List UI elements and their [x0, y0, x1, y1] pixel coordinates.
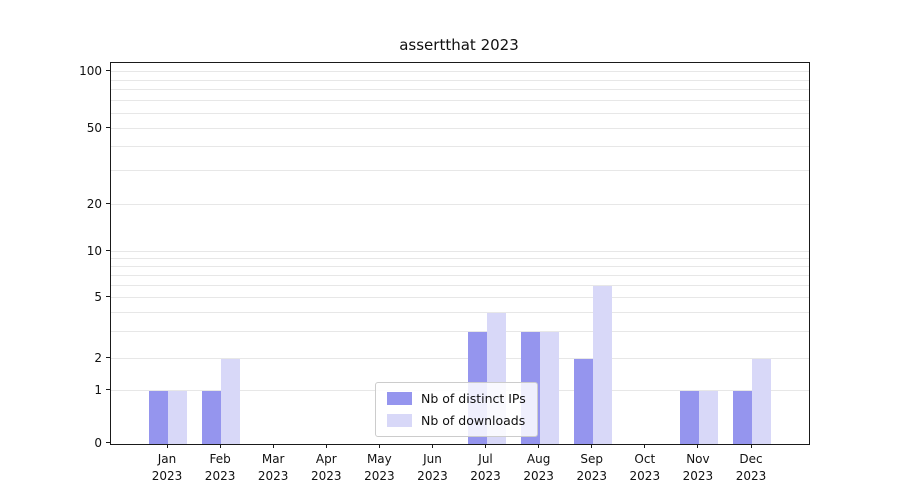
- bar-downloads-nov: [698, 391, 718, 444]
- x-axis-labels: Jan 2023 Feb 2023 Mar 2023 Apr 2023 May 2023 Jun 20…: [110, 451, 808, 491]
- legend-item-distinct-ips: Nb of distinct IPs: [387, 391, 526, 406]
- x-axis-tick-mark: [591, 444, 593, 448]
- x-axis-tick-label: Jan 2023: [151, 452, 183, 483]
- x-axis-tick-mark: [219, 444, 221, 448]
- x-axis-tick-mark: [431, 444, 433, 448]
- y-axis-tick-label: 10: [86, 243, 102, 258]
- x-axis-tick-label: Oct 2023: [629, 452, 661, 483]
- gridline: [111, 274, 809, 276]
- y-axis-labels: 0 1 2 5 10 20 50 100: [0, 62, 102, 450]
- legend-swatch-downloads: [387, 414, 412, 427]
- x-axis-tick-mark: [750, 444, 752, 448]
- gridline: [111, 331, 809, 333]
- bar-distinct-ips-sep: [573, 359, 593, 444]
- y-axis-tick-label: 5: [94, 290, 102, 305]
- x-axis-tick-mark: [166, 444, 168, 448]
- y-axis-tick-mark: [106, 126, 110, 128]
- y-axis-tick-mark: [106, 442, 110, 443]
- gridline: [111, 311, 809, 313]
- gridline: [111, 297, 809, 299]
- bar-distinct-ips-nov: [679, 391, 699, 444]
- bar-downloads-aug: [539, 332, 559, 444]
- y-axis-tick-label: 0: [94, 436, 102, 450]
- y-axis-tick-label: 2: [94, 351, 102, 366]
- gridline: [111, 284, 809, 286]
- y-axis-tick-label: 20: [86, 197, 102, 212]
- x-axis-tick-mark: [325, 444, 327, 448]
- gridline: [111, 79, 809, 81]
- gridline: [111, 71, 809, 73]
- bar-downloads-feb: [221, 359, 241, 444]
- x-axis-tick-mark: [644, 444, 646, 448]
- legend-swatch-distinct-ips: [387, 392, 412, 405]
- gridline: [111, 250, 809, 252]
- x-axis-tick-label: Nov 2023: [682, 452, 714, 483]
- y-axis-tick-mark: [106, 70, 110, 72]
- gridline: [111, 265, 809, 267]
- x-axis-tick-label: Jun 2023: [417, 452, 448, 483]
- bar-downloads-jan: [168, 391, 187, 444]
- gridline: [111, 127, 809, 129]
- gridline: [111, 204, 809, 206]
- legend-item-downloads: Nb of downloads: [387, 413, 526, 428]
- y-axis-tick-mark: [106, 389, 110, 391]
- x-axis-tick-label: Dec 2023: [735, 452, 767, 483]
- y-axis-tick-mark: [106, 249, 110, 251]
- gridline: [111, 146, 809, 148]
- legend: Nb of distinct IPs Nb of downloads: [375, 382, 538, 437]
- legend-label-downloads: Nb of downloads: [421, 413, 526, 428]
- y-axis-tick-label: 50: [86, 120, 102, 135]
- y-axis-tick-mark: [106, 357, 110, 359]
- x-axis-tick-mark: [485, 444, 487, 448]
- legend-label-distinct-ips: Nb of distinct IPs: [421, 391, 526, 406]
- gridline: [111, 257, 809, 259]
- x-axis-tick-label: Jul 2023: [470, 452, 501, 483]
- gridline: [111, 358, 809, 360]
- plot-area: Nb of distinct IPs Nb of downloads: [110, 62, 810, 445]
- chart-title: assertthat 2023: [399, 36, 519, 54]
- bar-downloads-sep: [592, 285, 612, 444]
- y-axis-tick-label: 1: [94, 383, 102, 398]
- gridline: [111, 100, 809, 102]
- y-axis-tick-label: 100: [79, 64, 102, 79]
- x-axis-tick-marks: [110, 444, 808, 448]
- bar-downloads-dec: [752, 359, 771, 444]
- y-axis-tick-mark: [106, 296, 110, 298]
- bar-distinct-ips-feb: [202, 391, 222, 444]
- gridline: [111, 170, 809, 172]
- gridline: [111, 112, 809, 114]
- x-axis-tick-label: Apr 2023: [310, 452, 342, 483]
- x-axis-tick-label: May 2023: [364, 452, 395, 483]
- x-axis-tick-mark: [538, 444, 540, 448]
- x-axis-tick-mark: [697, 444, 699, 448]
- x-axis-tick-label: Aug 2023: [523, 452, 554, 483]
- x-axis-tick-mark: [272, 444, 274, 448]
- x-axis-tick-label: Feb 2023: [204, 452, 236, 483]
- x-axis-tick-label: Sep 2023: [576, 452, 607, 483]
- bar-distinct-ips-dec: [733, 391, 752, 444]
- y-axis-tick-mark: [106, 203, 110, 205]
- bar-distinct-ips-jan: [149, 391, 168, 444]
- gridline: [111, 89, 809, 91]
- y-axis-tick-marks: [106, 62, 110, 443]
- x-axis-tick-label: Mar 2023: [257, 452, 289, 483]
- x-axis-tick-mark: [378, 444, 380, 448]
